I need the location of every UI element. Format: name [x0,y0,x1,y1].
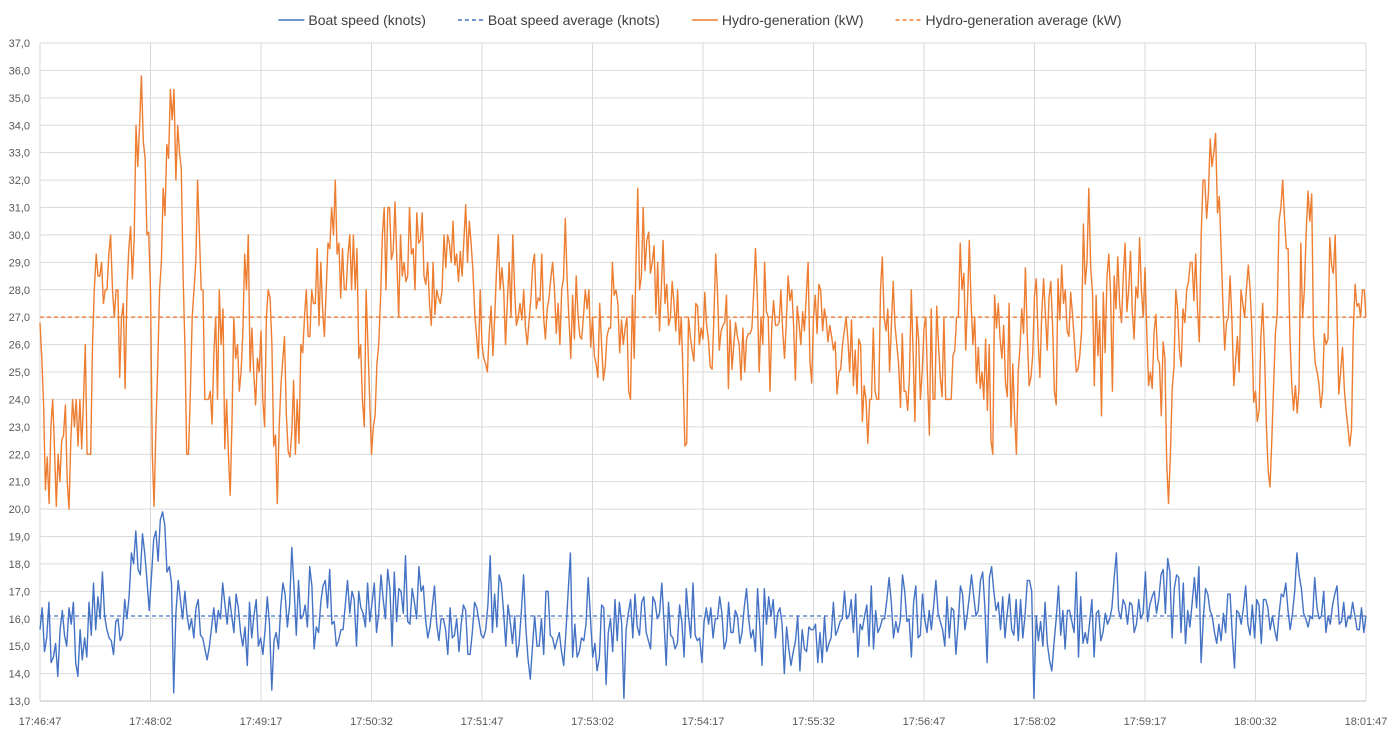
series-line-2 [39,75,1367,510]
x-tick-label: 17:50:32 [350,716,393,728]
x-tick-label: 17:56:47 [903,716,946,728]
y-tick-label: 37,0 [9,38,30,50]
y-tick-label: 19,0 [9,532,30,544]
legend-label-0: Boat speed (knots) [308,12,426,28]
legend-label-1: Boat speed average (knots) [488,12,660,28]
y-tick-label: 20,0 [9,504,30,516]
legend-label-3: Hydro-generation average (kW) [926,12,1122,28]
plot-area [39,75,1367,699]
y-tick-label: 17,0 [9,586,30,598]
y-tick-label: 24,0 [9,394,30,406]
legend-label-2: Hydro-generation (kW) [722,12,864,28]
x-tick-label: 17:46:47 [19,716,62,728]
x-tick-label: 17:54:17 [682,716,725,728]
x-tick-label: 18:00:32 [1234,716,1277,728]
y-tick-label: 13,0 [9,696,30,708]
y-tick-label: 14,0 [9,669,30,681]
y-tick-label: 30,0 [9,230,30,242]
y-tick-label: 28,0 [9,285,30,297]
y-tick-label: 22,0 [9,449,30,461]
legend: Boat speed (knots) Boat speed average (kn… [278,12,1122,28]
y-tick-label: 29,0 [9,257,30,269]
y-tick-label: 18,0 [9,559,30,571]
y-tick-label: 27,0 [9,312,30,324]
y-tick-label: 33,0 [9,148,30,160]
x-tick-label: 17:59:17 [1124,716,1167,728]
y-tick-label: 35,0 [9,93,30,105]
y-tick-label: 23,0 [9,422,30,434]
y-tick-label: 32,0 [9,175,30,187]
y-tick-label: 36,0 [9,65,30,77]
x-tick-label: 17:49:17 [240,716,283,728]
x-axis: 17:46:47 17:48:02 17:49:17 17:50:32 17:51:47… [19,700,1388,728]
x-tick-label: 18:01:47 [1345,716,1388,728]
y-tick-label: 31,0 [9,203,30,215]
x-tick-label: 17:51:47 [461,716,504,728]
x-tick-label: 17:48:02 [129,716,172,728]
x-tick-label: 17:53:02 [571,716,614,728]
y-tick-label: 26,0 [9,340,30,352]
x-tick-label: 17:55:32 [792,716,835,728]
series-line-0 [39,511,1367,699]
y-tick-label: 34,0 [9,120,30,132]
y-axis: 13,0 14,0 15,0 16,0 17,0 18,0 19,0 20,0 21,0 22,0… [9,38,30,708]
y-tick-label: 25,0 [9,367,30,379]
y-tick-label: 21,0 [9,477,30,489]
x-tick-label: 17:58:02 [1013,716,1056,728]
y-tick-label: 16,0 [9,614,30,626]
y-tick-label: 15,0 [9,641,30,653]
